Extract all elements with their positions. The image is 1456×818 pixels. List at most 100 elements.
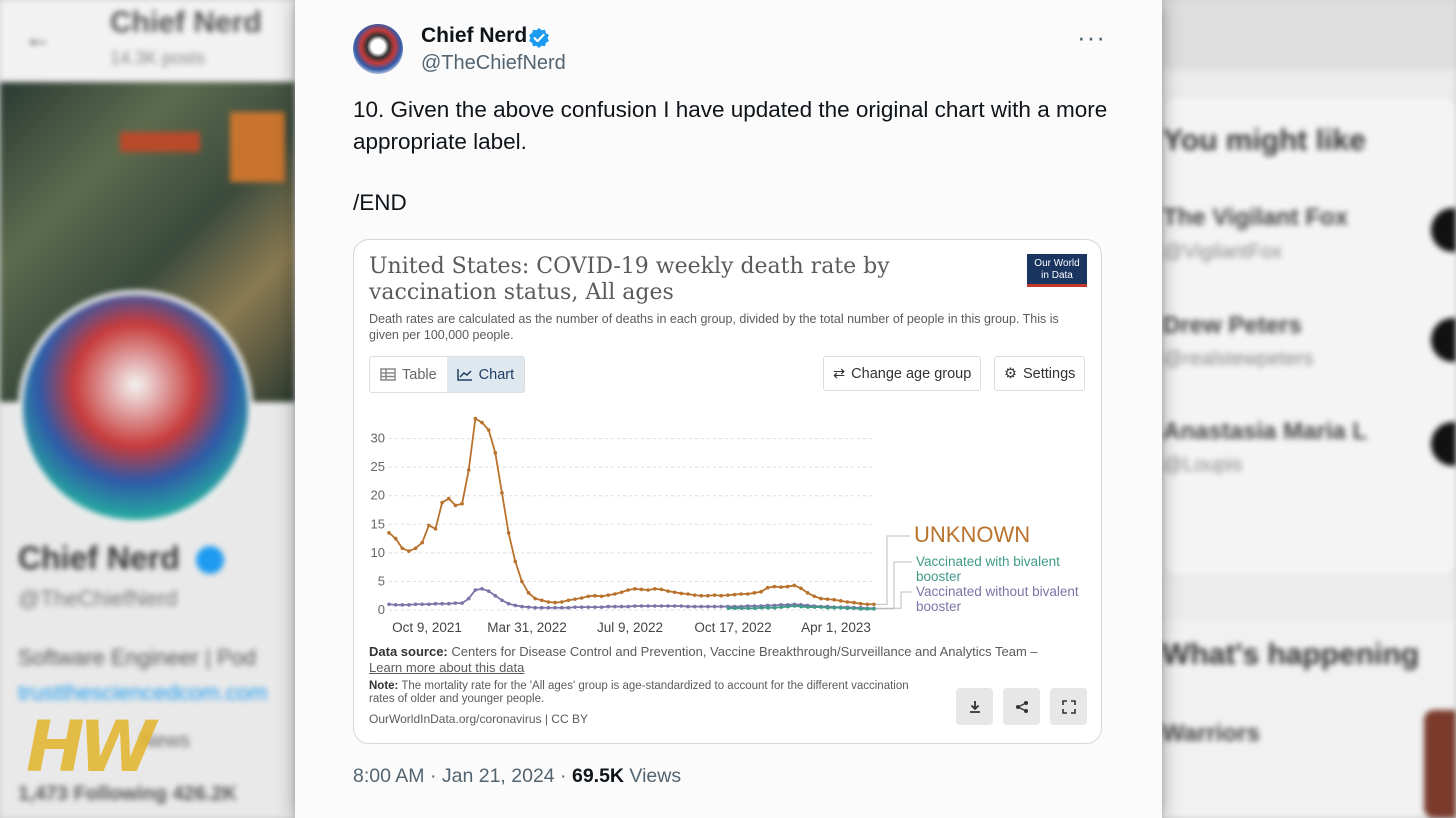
settings-button[interactable]: ⚙ Settings [994,356,1086,391]
data-point [726,593,730,597]
whats-happening-card: What's happening Warriors [1162,620,1456,818]
data-point [633,604,637,608]
data-point [652,587,657,591]
author-avatar[interactable] [353,24,403,74]
data-point [573,597,577,601]
profile-handle: @TheChiefNerd [18,586,178,611]
data-point [838,599,843,603]
data-point [752,591,757,595]
who-to-follow-heading: You might like [1163,124,1366,157]
data-point [520,604,524,609]
download-icon[interactable] [956,688,993,725]
data-point [619,590,624,595]
data-point [480,420,484,425]
tweet-timestamp[interactable]: 8:00 AM · Jan 21, 2024 · [353,765,572,787]
profile-link[interactable]: trustthesciencedcom.com [18,680,268,705]
data-point [427,523,431,528]
learn-more-link[interactable]: Learn more about this data [369,660,525,675]
series-line [388,417,874,606]
data-point [646,588,650,592]
data-point [832,605,837,610]
data-point [706,604,710,609]
legend-connector [876,561,912,610]
author-handle[interactable]: @TheChiefNerd [421,52,566,74]
data-point [766,605,770,610]
data-point [812,594,817,599]
data-point [513,603,518,608]
tab-table[interactable]: Table [370,357,447,392]
legend-connector [876,591,912,609]
data-point [739,606,744,611]
data-point [786,604,790,609]
data-point [812,605,817,609]
suggested-user-name[interactable]: The Vigilant Fox [1163,204,1348,231]
tab-chart-label: Chart [478,366,515,383]
suggested-user-name[interactable]: Anastasia Maria L [1163,418,1368,445]
data-point [420,602,425,607]
data-point [865,607,870,611]
author-name[interactable]: Chief Nerd [421,24,528,47]
data-point [792,604,797,608]
data-point [579,596,584,600]
data-point [613,604,617,609]
profile-post-count: 14.3K posts [110,48,206,68]
data-point [799,586,803,591]
channel-watermark-logo: HW [26,706,156,788]
tab-chart[interactable]: Chart [446,357,525,392]
data-point [413,602,418,607]
data-point [785,584,790,589]
data-point [726,606,731,611]
y-tick-label: 20 [371,488,385,503]
profile-topbar-name: Chief Nerd [110,6,262,39]
data-point [765,585,770,590]
embedded-chart-image[interactable]: United States: COVID-19 weekly death rat… [353,239,1102,744]
data-point [546,600,551,604]
search-bar[interactable] [1162,0,1456,70]
change-age-group-button[interactable]: ⇄ Change age group [823,356,982,391]
data-point [639,587,644,592]
follow-button[interactable] [1431,422,1456,466]
tweet-card: Chief Nerd @TheChiefNerd ··· 10. Given t… [295,0,1162,818]
data-point [825,605,830,610]
more-options-icon[interactable]: ··· [1077,22,1106,52]
data-point [586,605,591,609]
profile-name: Chief Nerd [18,540,180,576]
data-point [825,597,830,601]
data-point [573,605,577,609]
profile-follow-counts[interactable]: 1,473 Following 426.2K [18,783,237,805]
data-point [626,588,630,592]
suggested-user-name[interactable]: Drew Peters [1163,312,1302,339]
data-point [407,549,411,553]
swap-arrows-icon: ⇄ [833,365,846,382]
data-point [852,606,856,611]
data-point [427,602,431,607]
data-point [633,587,637,591]
data-point [413,546,418,551]
data-point [586,594,591,599]
follow-button[interactable] [1431,208,1456,252]
data-point [845,606,850,611]
data-point [679,604,684,608]
data-point [533,605,537,610]
fullscreen-icon[interactable] [1050,688,1087,725]
data-point [692,604,697,609]
change-age-group-label: Change age group [851,365,972,382]
data-point [493,451,498,455]
follow-button[interactable] [1431,318,1456,362]
data-point [566,598,571,603]
data-point [480,587,484,591]
trend-item[interactable]: Warriors [1162,720,1260,747]
profile-avatar[interactable] [18,290,253,525]
data-point [779,585,783,589]
data-point [553,600,557,605]
y-tick-label: 5 [378,573,385,588]
back-arrow-icon[interactable]: ← [24,22,52,53]
y-tick-label: 10 [371,545,385,560]
views-label: Views [624,765,682,787]
chart-url: OurWorldInData.org/coronavirus | CC BY [369,712,588,726]
data-point [712,604,717,609]
data-point [500,598,504,603]
share-icon[interactable] [1003,688,1040,725]
data-point [433,601,438,606]
